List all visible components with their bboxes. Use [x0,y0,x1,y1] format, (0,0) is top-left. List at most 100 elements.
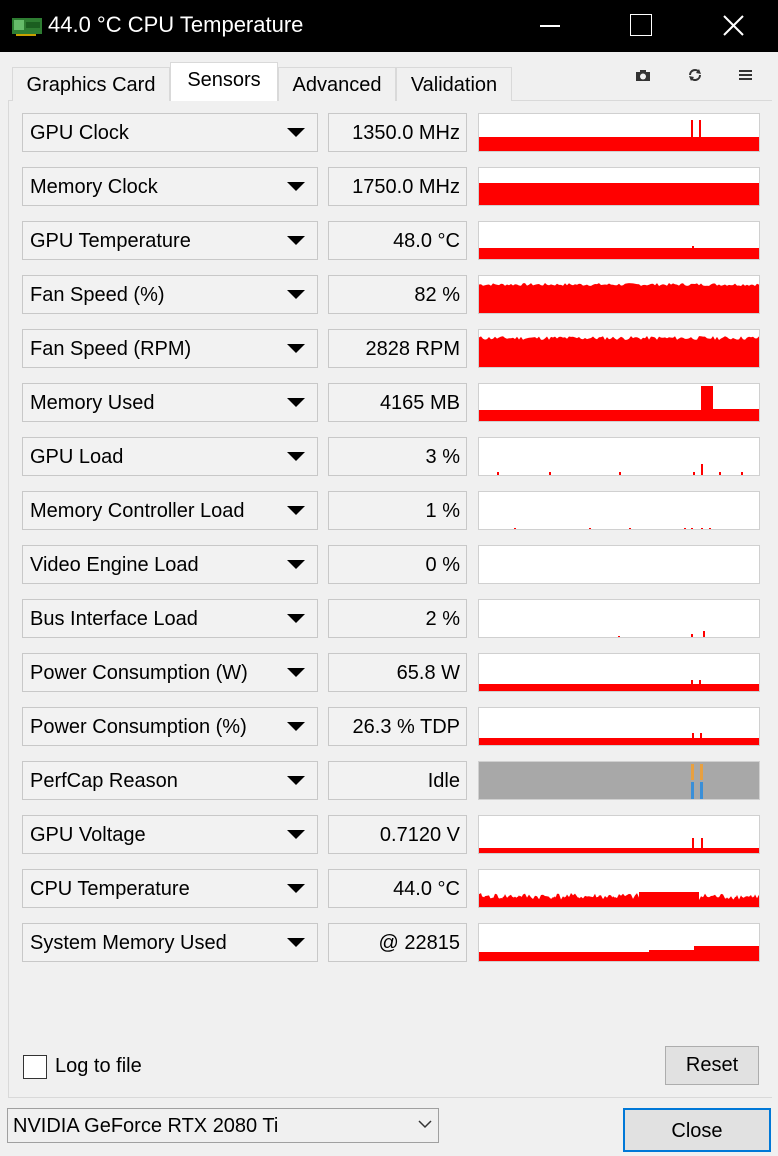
sensor-graph[interactable] [478,113,760,152]
close-icon [723,15,744,36]
sensor-name: Memory Clock [30,176,158,198]
sensor-name-dropdown[interactable]: System Memory Used [22,923,318,962]
sensor-name: Video Engine Load [30,554,199,576]
tab-label: Validation [410,74,498,96]
sensor-value: 44.0 °C [393,878,460,900]
sensor-name-dropdown[interactable]: Video Engine Load [22,545,318,584]
tab-graphics-card[interactable]: Graphics Card [12,67,170,101]
sensor-name: GPU Clock [30,122,129,144]
dropdown-arrow-icon [287,506,305,515]
dropdown-arrow-icon [287,938,305,947]
sensor-graph[interactable] [478,545,760,584]
sensor-name: Fan Speed (RPM) [30,338,192,360]
log-to-file-checkbox[interactable] [23,1055,47,1079]
sensor-name-dropdown[interactable]: Fan Speed (RPM) [22,329,318,368]
sensor-value: 26.3 % TDP [352,716,460,738]
reset-button[interactable]: Reset [665,1046,759,1085]
sensor-value-box: Idle [328,761,467,800]
sensor-row: Video Engine Load 0 % [22,545,760,584]
sensor-name-dropdown[interactable]: CPU Temperature [22,869,318,908]
menu-icon[interactable] [733,64,759,86]
gpu-select[interactable]: NVIDIA GeForce RTX 2080 Ti [7,1108,439,1143]
dropdown-arrow-icon [287,398,305,407]
sensor-graph[interactable] [478,329,760,368]
sensor-name: Power Consumption (%) [30,716,247,738]
close-window-button[interactable] [698,0,768,52]
chevron-down-icon [418,1120,432,1129]
sensor-graph-plot [479,680,759,691]
sensor-graph-plot [497,464,743,475]
sensor-graph[interactable] [478,491,760,530]
dropdown-arrow-icon [287,668,305,677]
sensor-name-dropdown[interactable]: Memory Controller Load [22,491,318,530]
sensor-name-dropdown[interactable]: Memory Used [22,383,318,422]
sensor-value: 4165 MB [379,392,460,414]
sensor-graph[interactable] [478,221,760,260]
sensor-name-dropdown[interactable]: Power Consumption (%) [22,707,318,746]
sensor-name-dropdown[interactable]: Memory Clock [22,167,318,206]
dropdown-arrow-icon [287,344,305,353]
sensor-graph[interactable] [478,437,760,476]
sensor-graph[interactable] [478,275,760,314]
sensor-row: GPU Load 3 % [22,437,760,476]
sensor-row: System Memory Used @ 22815 [22,923,760,962]
tab-advanced[interactable]: Advanced [278,67,396,101]
sensor-value-box: 82 % [328,275,467,314]
sensor-graph-plot [691,764,703,799]
sensor-name-dropdown[interactable]: GPU Load [22,437,318,476]
sensor-row: GPU Voltage 0.7120 V [22,815,760,854]
sensor-graph[interactable] [478,923,760,962]
sensor-graph[interactable] [478,707,760,746]
tab-label: Graphics Card [26,74,156,96]
sensor-graph[interactable] [478,599,760,638]
sensor-name: Power Consumption (W) [30,662,248,684]
tab-validation[interactable]: Validation [396,67,512,101]
maximize-button[interactable] [604,0,674,52]
sensor-graph[interactable] [478,869,760,908]
title-bar: 44.0 °C CPU Temperature [0,0,778,52]
sensor-graph-plot [479,838,759,853]
sensor-graph[interactable] [478,383,760,422]
sensor-value: Idle [427,770,460,792]
sensor-value-box: 1350.0 MHz [328,113,467,152]
sensor-name-dropdown[interactable]: Power Consumption (W) [22,653,318,692]
sensor-graph-plot [479,183,759,205]
graphics-card-icon [12,18,42,36]
sensor-name-dropdown[interactable]: GPU Clock [22,113,318,152]
sensor-value-box: @ 22815 [328,923,467,962]
sensor-value-box: 1750.0 MHz [328,167,467,206]
tab-sensors[interactable]: Sensors [170,62,278,101]
sensor-graph[interactable] [478,761,760,800]
sensor-name: Bus Interface Load [30,608,198,630]
dropdown-arrow-icon [287,452,305,461]
camera-icon[interactable] [630,64,656,86]
sensor-graph-plot [479,892,759,907]
sensor-value-box: 44.0 °C [328,869,467,908]
sensor-value: 1750.0 MHz [352,176,460,198]
sensor-value-box: 4165 MB [328,383,467,422]
sensor-value: 65.8 W [396,662,460,684]
sensor-name-dropdown[interactable]: Fan Speed (%) [22,275,318,314]
gpu-select-value: NVIDIA GeForce RTX 2080 Ti [13,1115,279,1137]
dropdown-arrow-icon [287,722,305,731]
sensor-row: Power Consumption (%) 26.3 % TDP [22,707,760,746]
sensor-graph[interactable] [478,167,760,206]
sensor-name-dropdown[interactable]: GPU Voltage [22,815,318,854]
sensor-graph-plot [479,120,759,151]
sensor-name: CPU Temperature [30,878,190,900]
sensor-name-dropdown[interactable]: Bus Interface Load [22,599,318,638]
sensor-graph[interactable] [478,653,760,692]
sensor-graph-plot [479,386,759,421]
sensor-graph[interactable] [478,815,760,854]
sensor-name-dropdown[interactable]: GPU Temperature [22,221,318,260]
minimize-button[interactable] [514,0,584,52]
sensor-value: 2 % [425,608,460,630]
sensor-graph-plot [618,631,705,637]
sensor-row: PerfCap Reason Idle [22,761,760,800]
sensor-name-dropdown[interactable]: PerfCap Reason [22,761,318,800]
sensor-graph-plot [479,546,760,584]
sensor-row: Memory Clock 1750.0 MHz [22,167,760,206]
dropdown-arrow-icon [287,182,305,191]
close-button[interactable]: Close [623,1108,771,1152]
refresh-icon[interactable] [682,64,708,86]
